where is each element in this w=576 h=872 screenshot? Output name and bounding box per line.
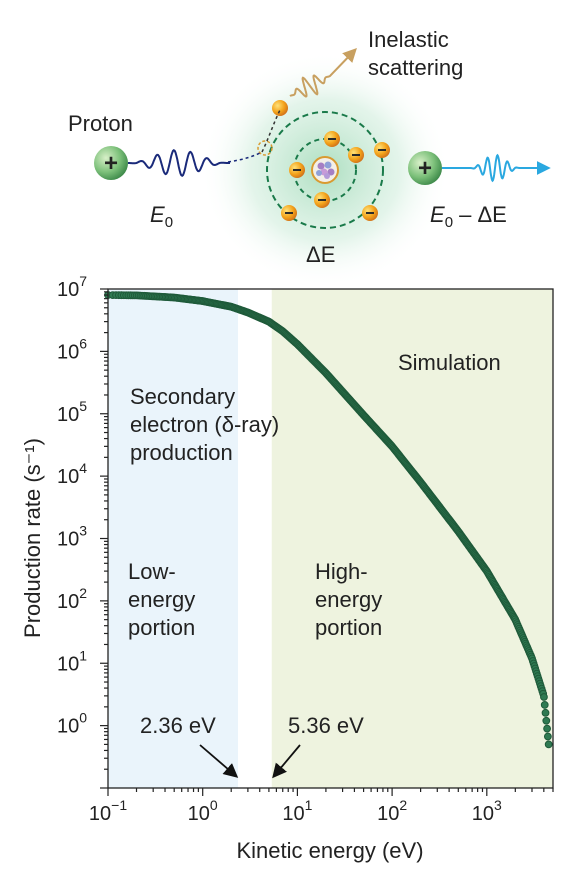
series-point [543,724,551,733]
e0-label: E0 [150,202,173,231]
ejection-path [261,109,281,153]
y-tick-label: 103 [57,523,87,551]
delta-e-label: ΔE [306,242,335,267]
x-tick-label: 101 [282,797,312,825]
marker-label-5-36: 5.36 eV [288,713,364,738]
secondary-label-1: Secondary [130,384,235,409]
marker-label-2-36: 2.36 eV [140,713,216,738]
y-tick-label: 107 [57,273,87,301]
x-tick-label: 103 [472,797,502,825]
proton-label: Proton [68,111,133,136]
outgoing-proton-icon [408,151,442,185]
x-tick-label: 102 [377,797,407,825]
y-axis-label: Production rate (s⁻¹) [20,438,45,638]
scattering-wave [289,47,357,98]
shaded-region-2 [271,289,553,788]
series-point [542,716,551,725]
simulation-label: Simulation [398,350,501,375]
low-label-1: Low- [128,559,176,584]
y-tick-label: 106 [57,335,87,363]
incoming-wave [128,148,230,178]
y-tick-label: 102 [57,585,87,613]
y-axis: 100 101 102 103 104 105 106 107 [57,273,108,789]
marker-arrow-2-36 [199,744,239,778]
x-tick-label: 100 [188,797,218,825]
y-tick-label: 105 [57,398,87,426]
nucleus-icon [316,161,335,179]
incoming-proton-icon [94,146,128,180]
incoming-plus: + [104,150,118,177]
high-label-1: High- [315,559,368,584]
schematic: + + Proton E0 Inelastic scattering ΔE E0… [68,27,551,288]
high-label-3: portion [315,615,382,640]
series-point [540,693,548,701]
outgoing-wave [442,153,551,183]
chart-series [104,291,553,749]
low-label-3: portion [128,615,195,640]
series-point [544,740,553,749]
incoming-dashed [227,151,263,163]
high-label-2: energy [315,587,382,612]
x-axis: 10−1 100 101 102 103 [89,788,554,825]
secondary-label-2: electron (δ-ray) [130,412,279,437]
secondary-label-3: production [130,440,233,465]
inelastic-label-2: scattering [368,55,463,80]
chart: 10−1 100 101 102 103 10010110210310410510610… [20,273,554,863]
marker-arrow-5-36 [272,744,301,779]
x-tick-label: 10−1 [89,797,127,825]
low-label-2: energy [128,587,195,612]
inelastic-label-1: Inelastic [368,27,449,52]
series-point [543,732,552,741]
outer-orbit [266,111,384,229]
electron-icons [257,100,390,221]
series-point [540,701,549,709]
outgoing-plus: + [418,155,432,182]
chart-regions [108,289,553,788]
series-point [541,708,550,717]
y-tick-label: 104 [57,460,87,488]
y-tick-label: 101 [57,647,87,675]
shaded-region-1 [108,289,239,788]
y-tick-label: 100 [57,710,87,738]
x-axis-label: Kinetic energy (eV) [236,838,423,863]
out-energy-label: E0 – ΔE [430,202,507,231]
